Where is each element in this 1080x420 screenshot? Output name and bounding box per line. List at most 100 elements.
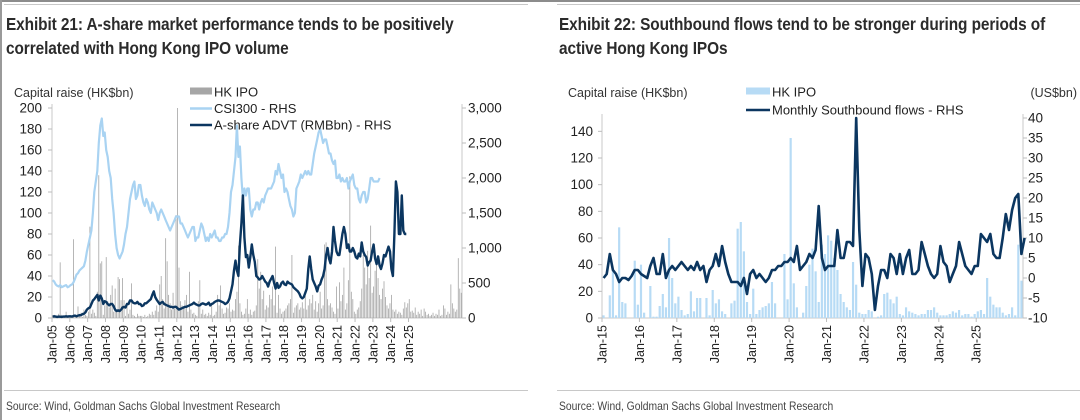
ipo-bar: [65, 311, 67, 318]
ipo-bar: [457, 258, 459, 318]
x-tick-label: Jan-17: [259, 325, 273, 363]
ipo-bar: [942, 315, 945, 318]
ipo-bar: [199, 280, 201, 318]
ipo-bar: [122, 278, 123, 318]
ipo-bar: [353, 311, 355, 318]
right-tick-label: 35: [1028, 131, 1043, 146]
x-tick-label: Jan-20: [783, 325, 797, 363]
ipo-bar: [908, 311, 911, 318]
ipo-bar: [864, 314, 867, 318]
ipo-bar: [350, 291, 352, 318]
right-tick-label: 25: [1028, 171, 1043, 186]
ipo-bar: [808, 264, 811, 318]
ipo-bar: [992, 304, 995, 318]
ipo-bar: [451, 303, 453, 318]
ipo-bar: [661, 294, 664, 318]
ipo-bar: [110, 294, 112, 318]
ipo-bar: [315, 301, 317, 318]
right-tick-label: 20: [1028, 191, 1043, 206]
ipo-bar: [324, 244, 325, 318]
ipo-bar: [827, 235, 830, 318]
ipo-bar: [342, 294, 343, 318]
x-tick-label: Jan-24: [384, 325, 398, 363]
ipo-bar: [147, 315, 149, 318]
legend-label: HK IPO: [772, 85, 816, 100]
ipo-bar: [330, 303, 331, 318]
exhibit-22-source: Source: Wind, Goldman Sachs Global Inves…: [559, 399, 834, 413]
a-share-advt-rmbbn-rhs-line: [52, 180, 407, 319]
ipo-bar: [401, 314, 403, 318]
ipo-bar: [911, 312, 914, 318]
ipo-bar: [93, 312, 95, 318]
ipo-bar: [85, 314, 86, 318]
ipo-bar: [193, 312, 195, 318]
ipo-bar: [183, 308, 184, 318]
ipo-bar: [639, 264, 643, 318]
ipo-bar: [336, 286, 337, 318]
x-tick-label: Jan-08: [99, 325, 113, 363]
ipo-bar: [294, 307, 296, 318]
ipo-bar: [398, 311, 400, 318]
ipo-bar: [711, 290, 714, 318]
ipo-bar: [376, 260, 377, 318]
ipo-bar: [624, 303, 627, 318]
ipo-bar: [979, 310, 982, 318]
right-tick-label: 1,000: [468, 241, 502, 256]
ipo-bar: [275, 246, 276, 318]
ipo-bar: [437, 314, 438, 318]
ipo-bar: [230, 311, 232, 318]
bottom-rule: [557, 390, 1080, 391]
ipo-bar: [705, 298, 708, 318]
ipo-bar: [226, 307, 227, 318]
ipo-bar: [269, 294, 271, 318]
ipo-bar: [377, 278, 379, 318]
ipo-bar: [724, 314, 727, 318]
ipo-bar: [405, 307, 407, 318]
left-tick-label: 40: [578, 257, 593, 272]
ipo-bar: [313, 309, 315, 318]
ipo-bar: [636, 304, 639, 318]
ipo-bar: [664, 307, 668, 318]
ipo-bar: [215, 311, 217, 318]
ipo-bar: [817, 302, 820, 318]
ipo-bar: [836, 270, 839, 318]
ipo-bar: [392, 309, 394, 318]
right-tick-label: 500: [468, 276, 491, 291]
ipo-bar: [456, 309, 458, 318]
ipo-bar: [239, 303, 241, 318]
ipo-bar: [770, 282, 774, 318]
ipo-bar: [786, 299, 789, 318]
ipo-bar: [264, 309, 266, 318]
ipo-bar: [316, 311, 318, 318]
ipo-bar: [432, 312, 434, 318]
ipo-bar: [141, 315, 143, 318]
ipo-bar: [929, 310, 933, 318]
ipo-bar: [202, 309, 204, 318]
ipo-bar: [364, 267, 366, 318]
ipo-bar: [736, 228, 739, 318]
x-tick-label: Jan-23: [895, 325, 909, 363]
left-tick-label: 80: [578, 204, 593, 219]
ipo-bar: [223, 313, 224, 318]
ipo-bar: [431, 314, 432, 318]
x-tick-label: Jan-23: [366, 325, 380, 363]
ipo-bar: [251, 314, 253, 318]
ipo-bar: [720, 311, 724, 318]
ipo-bar: [285, 308, 287, 318]
ipo-bar: [77, 306, 79, 318]
ipo-bar: [438, 309, 440, 318]
ipo-bar: [1017, 244, 1020, 318]
ipo-bar: [459, 288, 461, 318]
ipo-bar: [394, 311, 395, 318]
ipo-bar: [114, 288, 116, 318]
ipo-bar: [1004, 315, 1007, 318]
ipo-bar: [440, 315, 441, 318]
ipo-bar: [460, 292, 462, 318]
csi300-rhs-line: [51, 117, 381, 289]
ipo-bar: [132, 314, 134, 318]
ipo-bar: [917, 315, 920, 318]
ipo-bar: [783, 254, 786, 318]
ipo-bar: [889, 299, 892, 318]
ipo-bar: [373, 286, 375, 318]
ipo-bar: [764, 306, 767, 318]
